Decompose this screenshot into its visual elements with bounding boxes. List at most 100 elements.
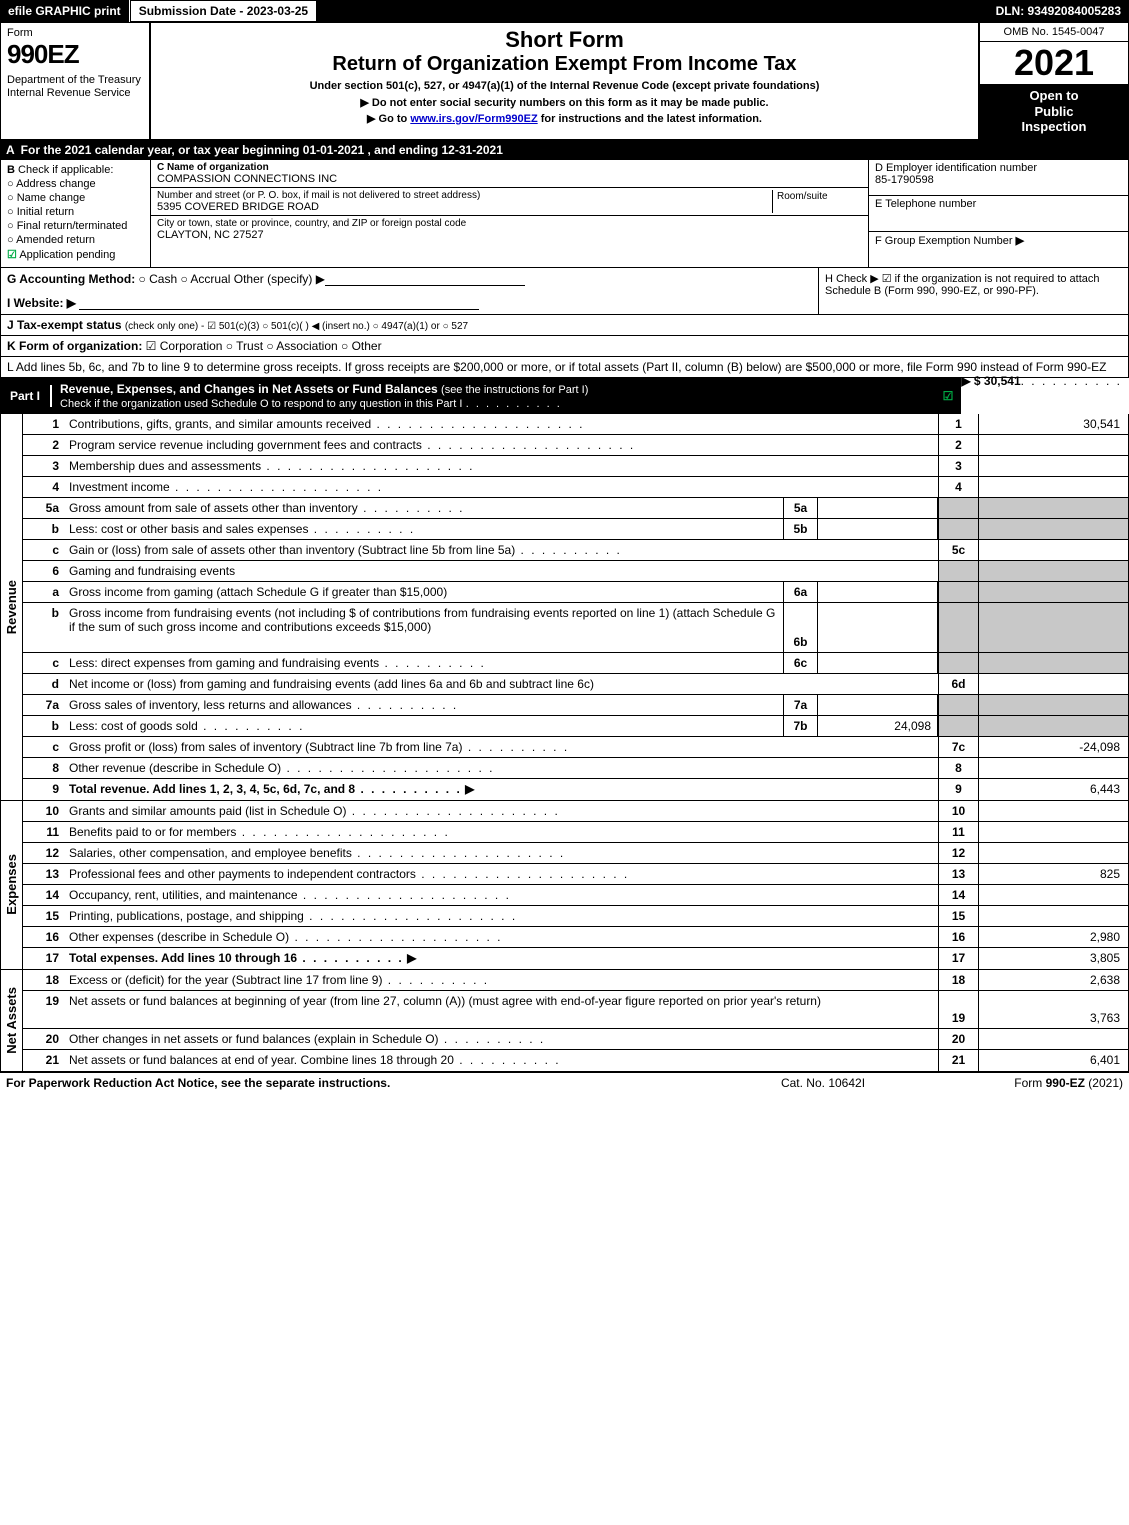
section-bcdef: B Check if applicable: ○ Address change … [0, 160, 1129, 268]
goto-post: for instructions and the latest informat… [538, 113, 762, 125]
netassets-lines: 18Excess or (deficit) for the year (Subt… [23, 970, 1128, 1071]
line-5a-mlbl: 5a [783, 498, 818, 518]
line-5b-num: b [23, 519, 65, 539]
line-6c-mlbl: 6c [783, 653, 818, 673]
part-i-label: Part I [0, 385, 52, 407]
revenue-side-label: Revenue [1, 414, 23, 800]
line-6c-desc: Less: direct expenses from gaming and fu… [65, 653, 783, 673]
line-6c-rval [978, 653, 1128, 673]
tax-year: 2021 [980, 42, 1128, 84]
row-j: J Tax-exempt status (check only one) - ☑… [0, 315, 1129, 336]
part-i-checkbox[interactable]: ☑ [943, 389, 954, 403]
line-16-desc: Other expenses (describe in Schedule O) [65, 927, 938, 947]
box-b-letter: B [7, 164, 15, 176]
footer-right-pre: Form [1014, 1076, 1045, 1090]
line-7c-desc: Gross profit or (loss) from sales of inv… [65, 737, 938, 757]
line-4-rnum: 4 [938, 477, 978, 497]
checkbox-amended-return[interactable]: ○ Amended return [7, 234, 144, 246]
line-6-rval [978, 561, 1128, 581]
form-header: Form 990EZ Department of the Treasury In… [0, 22, 1129, 140]
return-title: Return of Organization Exempt From Incom… [159, 53, 970, 76]
line-21-rnum: 21 [938, 1050, 978, 1071]
footer-center: Cat. No. 10642I [723, 1076, 923, 1090]
line-9-desc: Total revenue. Add lines 1, 2, 3, 4, 5c,… [65, 779, 938, 800]
line-12-rnum: 12 [938, 843, 978, 863]
row-g-label: G Accounting Method: [7, 272, 135, 286]
line-18-val: 2,638 [978, 970, 1128, 990]
line-21-num: 21 [23, 1050, 65, 1071]
line-5b: bLess: cost or other basis and sales exp… [23, 519, 1128, 540]
expenses-label-text: Expenses [4, 854, 19, 915]
box-c-label: C Name of organization [157, 162, 862, 173]
line-11-num: 11 [23, 822, 65, 842]
line-7a-mlbl: 7a [783, 695, 818, 715]
line-6c: cLess: direct expenses from gaming and f… [23, 653, 1128, 674]
line-5b-desc: Less: cost or other basis and sales expe… [65, 519, 783, 539]
line-17: 17Total expenses. Add lines 10 through 1… [23, 948, 1128, 969]
line-5a-mval [818, 498, 938, 518]
line-5a: 5aGross amount from sale of assets other… [23, 498, 1128, 519]
line-5b-mlbl: 5b [783, 519, 818, 539]
submission-date-label: Submission Date - 2023-03-25 [130, 0, 317, 22]
line-3-val [978, 456, 1128, 476]
checkbox-application-pending[interactable]: ☑ Application pending [7, 248, 144, 261]
line-6b-rval [978, 603, 1128, 652]
line-17-desc: Total expenses. Add lines 10 through 16 … [65, 948, 938, 969]
row-k-opts[interactable]: ☑ Corporation ○ Trust ○ Association ○ Ot… [146, 339, 382, 353]
line-9-val: 6,443 [978, 779, 1128, 800]
row-j-sub[interactable]: (check only one) - ☑ 501(c)(3) ○ 501(c)(… [125, 321, 468, 332]
line-9-arrow: ▶ [465, 782, 474, 796]
website-blank[interactable] [79, 298, 479, 310]
line-19-desc: Net assets or fund balances at beginning… [65, 991, 938, 1028]
line-7a-rval [978, 695, 1128, 715]
line-12-desc: Salaries, other compensation, and employ… [65, 843, 938, 863]
line-6d-val [978, 674, 1128, 694]
line-9-num: 9 [23, 779, 65, 800]
row-g-opts[interactable]: ○ Cash ○ Accrual Other (specify) ▶ [139, 272, 325, 286]
line-6b: bGross income from fundraising events (n… [23, 603, 1128, 653]
revenue-table: Revenue 1Contributions, gifts, grants, a… [0, 414, 1129, 801]
line-5a-rnum [938, 498, 978, 518]
line-7c: cGross profit or (loss) from sales of in… [23, 737, 1128, 758]
line-7b-mval: 24,098 [818, 716, 938, 736]
ein-value: 85-1790598 [875, 174, 1122, 186]
netassets-label-text: Net Assets [4, 987, 19, 1054]
form-number: 990EZ [7, 39, 143, 70]
irs-link[interactable]: www.irs.gov/Form990EZ [410, 113, 537, 125]
line-15-desc: Printing, publications, postage, and shi… [65, 906, 938, 926]
line-5c: cGain or (loss) from sale of assets othe… [23, 540, 1128, 561]
checkbox-final-return[interactable]: ○ Final return/terminated [7, 220, 144, 232]
line-7c-rnum: 7c [938, 737, 978, 757]
part-i-checkline: Check if the organization used Schedule … [60, 398, 462, 410]
line-7b-rnum [938, 716, 978, 736]
line-4-desc: Investment income [65, 477, 938, 497]
checkbox-name-change[interactable]: ○ Name change [7, 192, 144, 204]
line-7a-num: 7a [23, 695, 65, 715]
box-b-title: Check if applicable: [18, 164, 113, 176]
line-6a-num: a [23, 582, 65, 602]
line-13-num: 13 [23, 864, 65, 884]
box-f-arrow: ▶ [1016, 235, 1024, 247]
line-6c-mval [818, 653, 938, 673]
footer-right-form: 990-EZ [1046, 1076, 1085, 1090]
part-i-header: Part I Revenue, Expenses, and Changes in… [0, 378, 961, 414]
line-6-num: 6 [23, 561, 65, 581]
line-20-num: 20 [23, 1029, 65, 1049]
row-l: L Add lines 5b, 6c, and 7b to line 9 to … [0, 357, 1129, 378]
line-15-val [978, 906, 1128, 926]
line-4-val [978, 477, 1128, 497]
expenses-lines: 10Grants and similar amounts paid (list … [23, 801, 1128, 969]
line-10-rnum: 10 [938, 801, 978, 821]
row-h: H Check ▶ ☑ if the organization is not r… [818, 268, 1128, 314]
form-word: Form [7, 27, 143, 39]
line-15: 15Printing, publications, postage, and s… [23, 906, 1128, 927]
checkbox-initial-return[interactable]: ○ Initial return [7, 206, 144, 218]
line-18-num: 18 [23, 970, 65, 990]
row-a-calendar-year: A For the 2021 calendar year, or tax yea… [0, 140, 1129, 160]
expenses-side-label: Expenses [1, 801, 23, 969]
line-17-num: 17 [23, 948, 65, 969]
efile-print-label[interactable]: efile GRAPHIC print [0, 0, 130, 22]
line-7a-rnum [938, 695, 978, 715]
box-f-label: F Group Exemption Number [875, 235, 1013, 247]
checkbox-address-change[interactable]: ○ Address change [7, 178, 144, 190]
